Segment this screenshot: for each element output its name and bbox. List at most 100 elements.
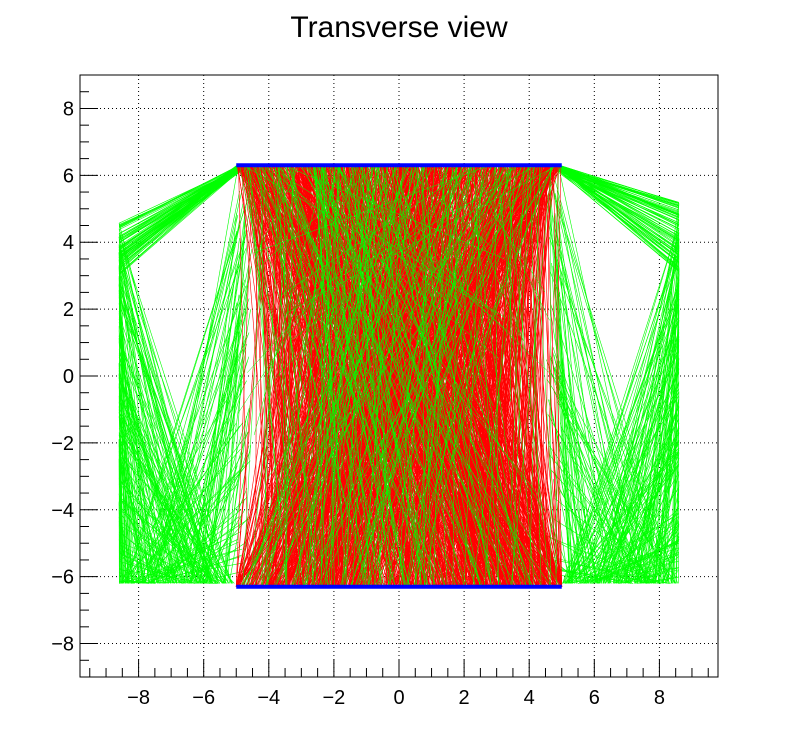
- track-line: [511, 165, 525, 506]
- track-line: [596, 227, 680, 584]
- track-line: [358, 165, 529, 587]
- track-line: [304, 165, 427, 316]
- track-line: [124, 465, 245, 584]
- track-line: [261, 165, 280, 587]
- x-tick-label: 8: [654, 687, 665, 709]
- track-line: [118, 459, 165, 584]
- track-line: [316, 165, 410, 587]
- track-line: [419, 165, 498, 310]
- track-line: [167, 354, 239, 584]
- track-line: [556, 165, 559, 574]
- track-line: [304, 165, 555, 587]
- track-line: [663, 268, 680, 584]
- track-line: [414, 165, 492, 587]
- track-line: [334, 165, 503, 322]
- track-line: [118, 166, 237, 228]
- track-line: [118, 236, 164, 584]
- track-line: [235, 165, 396, 587]
- y-tick-label: 0: [63, 366, 74, 388]
- track-line: [343, 165, 395, 540]
- track-line: [118, 278, 177, 584]
- track-line: [323, 165, 331, 390]
- track-line: [256, 165, 450, 587]
- y-tick-label: 6: [63, 165, 74, 187]
- track-line: [239, 165, 329, 587]
- track-line: [386, 165, 515, 384]
- track-line: [262, 165, 377, 264]
- track-line: [261, 165, 446, 587]
- axis-ticks: [80, 74, 709, 678]
- y-tick-label: 2: [63, 299, 74, 321]
- track-line: [553, 167, 680, 214]
- track-line: [242, 165, 266, 587]
- track-line: [209, 488, 248, 584]
- track-line: [304, 165, 433, 587]
- track-line: [241, 165, 459, 587]
- track-line: [406, 165, 526, 587]
- track-line: [329, 165, 372, 587]
- track-line: [360, 165, 555, 337]
- track-line: [447, 165, 557, 587]
- x-tick-label: 2: [459, 687, 470, 709]
- track-line: [264, 165, 275, 587]
- track-line: [348, 165, 423, 587]
- track-line: [118, 233, 232, 584]
- track-line: [118, 165, 246, 267]
- track-line: [553, 166, 680, 272]
- track-line: [355, 165, 507, 473]
- x-tick-label: 4: [524, 687, 535, 709]
- track-line: [561, 426, 650, 584]
- track-line: [118, 223, 211, 584]
- track-line: [118, 313, 144, 584]
- track-line: [326, 165, 493, 465]
- track-line: [352, 165, 379, 587]
- track-line: [597, 345, 680, 584]
- track-line: [118, 228, 194, 584]
- track-line: [260, 165, 335, 383]
- track-line: [274, 165, 371, 587]
- track-line: [118, 167, 239, 243]
- track-line: [586, 368, 680, 584]
- track-line: [118, 166, 242, 259]
- track-line: [560, 278, 586, 584]
- x-tick-label: 0: [393, 687, 404, 709]
- track-line: [356, 165, 367, 587]
- track-line: [118, 322, 158, 584]
- track-line: [401, 165, 491, 247]
- track-line: [366, 165, 381, 587]
- track-line: [472, 165, 529, 587]
- track-line: [529, 165, 542, 587]
- track-line: [149, 516, 252, 584]
- track-line: [472, 165, 550, 321]
- track-line: [248, 165, 311, 587]
- track-line: [399, 165, 419, 587]
- track-line: [425, 165, 448, 587]
- track-line: [320, 165, 483, 587]
- track-line: [354, 165, 394, 530]
- track-line: [552, 165, 680, 240]
- track-line: [384, 165, 388, 587]
- track-line: [352, 165, 484, 487]
- track-line: [424, 165, 563, 587]
- track-line: [248, 165, 308, 560]
- track-line: [358, 165, 551, 587]
- track-line: [336, 165, 405, 587]
- track-line: [671, 484, 680, 584]
- x-tick-label: −6: [192, 687, 215, 709]
- track-line: [561, 513, 680, 584]
- track-line: [206, 344, 239, 584]
- track-line: [552, 172, 664, 584]
- track-line: [279, 165, 287, 587]
- track-line: [549, 174, 646, 584]
- track-line: [246, 165, 397, 587]
- track-line: [126, 193, 250, 584]
- y-tick-label: −8: [51, 634, 74, 656]
- track-line: [315, 165, 335, 490]
- track-line: [654, 339, 680, 584]
- track-line: [290, 165, 306, 587]
- x-tick-label: −2: [322, 687, 345, 709]
- track-line: [552, 215, 630, 584]
- track-line: [553, 478, 569, 584]
- track-line: [510, 165, 552, 587]
- track-line: [118, 451, 140, 584]
